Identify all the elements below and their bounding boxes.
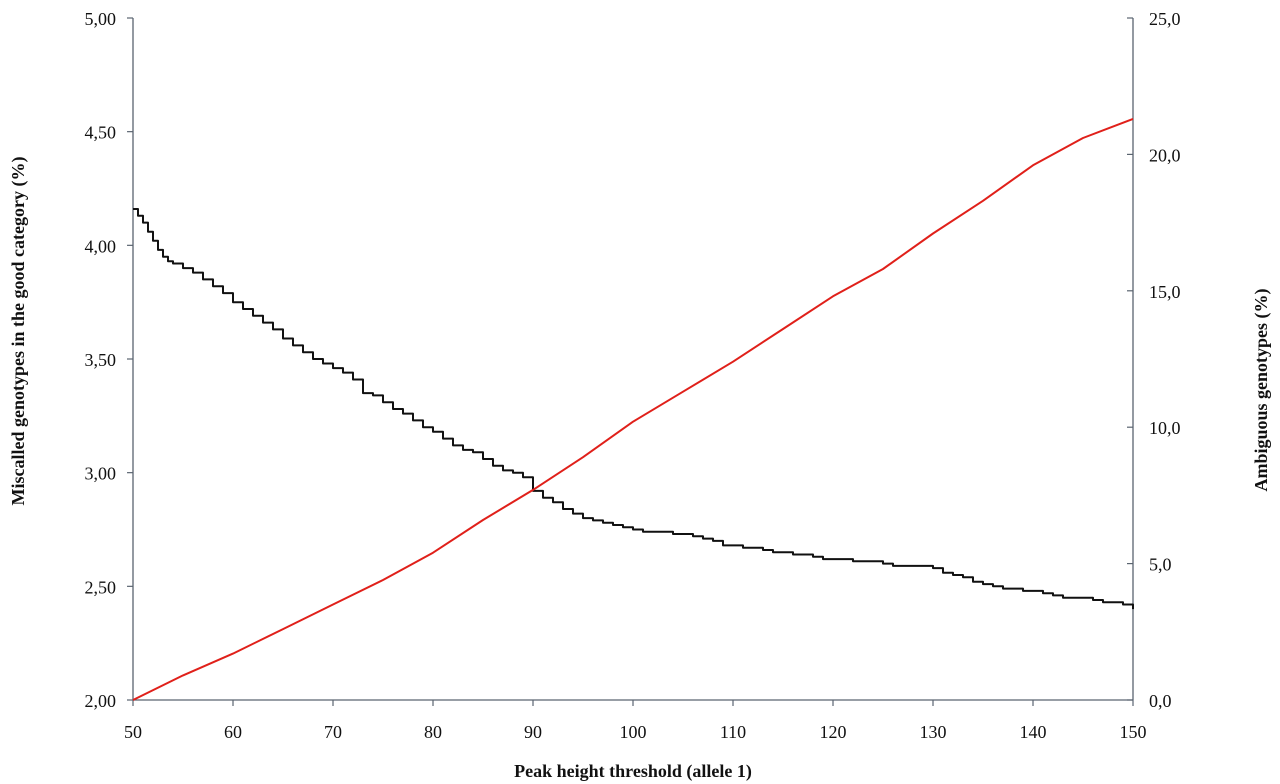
x-tick-label: 90 (524, 722, 542, 742)
x-axis-title: Peak height threshold (allele 1) (514, 761, 752, 782)
x-tick-label: 100 (620, 722, 647, 742)
x-tick-label: 120 (820, 722, 847, 742)
x-tick-label: 130 (920, 722, 947, 742)
series-ambiguous-genotypes-line (132, 117, 1134, 701)
y-right-tick-label: 25,0 (1149, 9, 1181, 29)
x-tick-label: 140 (1020, 722, 1047, 742)
y-right-tick-label: 10,0 (1149, 418, 1181, 438)
x-tick-label: 80 (424, 722, 442, 742)
y-right-tick-label: 5,0 (1149, 555, 1172, 575)
y-left-tick-label: 2,50 (85, 577, 117, 597)
x-tick-label: 50 (124, 722, 142, 742)
y-left-tick-label: 4,50 (85, 123, 117, 143)
x-tick-label: 70 (324, 722, 342, 742)
y-left-tick-label: 2,00 (85, 691, 117, 711)
y-left-tick-label: 3,50 (85, 350, 117, 370)
x-tick-label: 60 (224, 722, 242, 742)
y-right-tick-label: 15,0 (1149, 282, 1181, 302)
y-left-tick-label: 5,00 (85, 9, 117, 29)
y-right-tick-label: 0,0 (1149, 691, 1172, 711)
axes (132, 18, 1134, 701)
y-right-axis-title: Ambiguous genotypes (%) (1251, 288, 1272, 491)
y-right-tick-label: 20,0 (1149, 145, 1181, 165)
y-left-tick-label: 3,00 (85, 464, 117, 484)
x-tick-label: 150 (1120, 722, 1147, 742)
y-left-axis-title: Miscalled genotypes in the good category… (8, 157, 29, 506)
series-miscalled-genotypes-line (133, 208, 1134, 610)
x-tick-label: 110 (720, 722, 746, 742)
series-layer (132, 117, 1134, 701)
ticks: 50 60 70 80 90 100 110 120 130 140 150 2,00 2,50 3,00… (85, 9, 1181, 742)
y-left-tick-label: 4,00 (85, 236, 117, 256)
